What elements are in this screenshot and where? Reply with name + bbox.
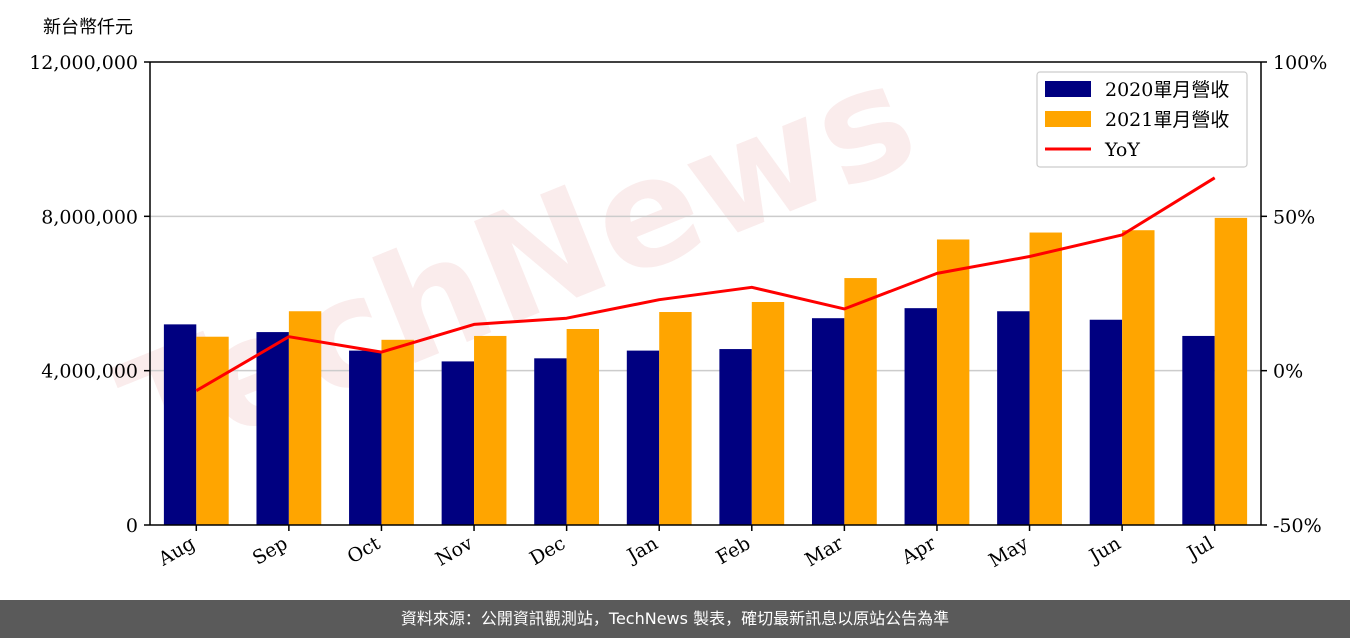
- bar-2021-may: [1029, 232, 1062, 525]
- bar-2020-mar: [811, 318, 845, 525]
- bar-2021-aug: [196, 336, 229, 525]
- bar-2021-jun: [1122, 230, 1155, 525]
- x-tick-label-may: May: [985, 532, 1032, 572]
- x-tick-label-apr: Apr: [897, 532, 940, 569]
- bar-2021-oct: [381, 339, 414, 525]
- x-tick-label-mar: Mar: [801, 532, 847, 571]
- revenue-chart: TechNews 新台幣仟元 04,000,0008,000,00012,000…: [29, 17, 1327, 572]
- x-tick-label-feb: Feb: [712, 532, 754, 569]
- x-tick-label-dec: Dec: [526, 532, 569, 570]
- yoy-line-layer: [195, 176, 1216, 392]
- bar-2020-jul: [1182, 335, 1215, 525]
- right-tick-label: 50%: [1273, 206, 1315, 228]
- legend-swatch-2020: [1045, 81, 1091, 97]
- bar-2020-may: [997, 311, 1030, 525]
- bar-2021-feb: [751, 301, 785, 525]
- left-tick-label: 8,000,000: [41, 206, 138, 228]
- bar-2020-feb: [719, 349, 752, 525]
- source-footer: 資料來源：公開資訊觀測站，TechNews 製表，確切最新訊息以原站公告為準: [0, 600, 1350, 638]
- bars: [163, 217, 1248, 526]
- bar-2021-apr: [936, 239, 970, 525]
- bar-2021-nov: [474, 335, 507, 525]
- x-tick-label-jan: Jan: [622, 532, 662, 568]
- x-tick-label-jun: Jun: [1084, 532, 1125, 568]
- legend-label-2021: 2021單月營收: [1105, 109, 1229, 131]
- bar-2020-nov: [441, 361, 475, 525]
- left-tick-label: 12,000,000: [29, 52, 138, 74]
- bar-2020-jun: [1089, 319, 1123, 525]
- x-tick-label-jul: Jul: [1182, 532, 1217, 565]
- x-tick-label-aug: Aug: [154, 532, 199, 571]
- legend-swatch-2021: [1045, 111, 1091, 127]
- right-tick-label: -50%: [1273, 515, 1322, 537]
- x-tick-label-nov: Nov: [432, 532, 477, 571]
- bar-2020-apr: [904, 308, 937, 525]
- x-tick-label-sep: Sep: [249, 532, 292, 569]
- left-tick-label: 4,000,000: [41, 361, 138, 383]
- bar-2021-jan: [659, 312, 692, 525]
- bar-2020-oct: [349, 350, 382, 525]
- x-tick-label-oct: Oct: [344, 532, 385, 568]
- yoy-line: [195, 176, 1216, 392]
- bar-2020-dec: [534, 358, 567, 525]
- legend-label-yoy: YoY: [1104, 139, 1140, 161]
- grid-lines: [150, 215, 1261, 372]
- right-tick-label: 100%: [1273, 52, 1327, 74]
- bar-2021-mar: [844, 278, 877, 525]
- bar-2020-jan: [626, 350, 660, 525]
- y-axis-unit: 新台幣仟元: [43, 17, 133, 38]
- right-tick-label: 0%: [1273, 361, 1303, 383]
- bar-2020-aug: [163, 324, 197, 525]
- bar-2021-sep: [288, 311, 322, 525]
- bar-2021-jul: [1214, 217, 1248, 526]
- bar-2021-dec: [566, 328, 600, 525]
- legend-label-2020: 2020單月營收: [1105, 79, 1229, 101]
- legend: 2020單月營收 2021單月營收 YoY: [1036, 71, 1248, 168]
- left-tick-label: 0: [126, 515, 138, 537]
- bar-2020-sep: [256, 332, 289, 525]
